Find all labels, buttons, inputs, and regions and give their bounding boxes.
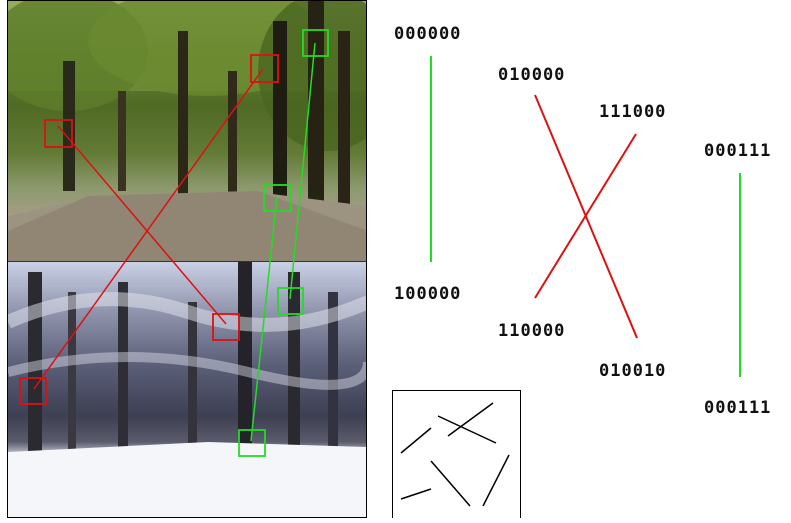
mismatch-line-1 (57, 125, 227, 325)
line-pattern (400, 402, 510, 507)
mismatch-lines (33, 68, 264, 390)
photo-panel (7, 0, 367, 518)
match-line-2 (250, 196, 278, 442)
code-label-far-top: 000111 (704, 141, 772, 161)
pattern-line-4 (430, 460, 471, 507)
code-label-right-bottom: 010010 (599, 361, 667, 381)
code-label-mid-top: 010000 (498, 65, 566, 85)
feature-box-summer-left (44, 119, 73, 148)
feature-box-winter-right (277, 287, 304, 315)
code-label-bottom-left: 100000 (394, 284, 462, 304)
summer-trees (8, 1, 366, 262)
code-line-mismatch-2 (534, 133, 637, 299)
code-label-far-bottom: 000111 (704, 398, 772, 418)
mismatch-line-2 (33, 68, 264, 390)
winter-trees (8, 262, 366, 517)
feature-box-summer-mid (250, 54, 279, 83)
pattern-line-2 (437, 415, 497, 444)
scene-divider (8, 261, 366, 262)
code-label-mid-bottom: 110000 (498, 321, 566, 341)
pattern-line-6 (400, 488, 432, 500)
summer-park-photo (8, 1, 366, 262)
code-label-right-top: 111000 (599, 102, 667, 122)
feature-box-winter-left (19, 377, 47, 405)
feature-box-winter-mid (212, 313, 240, 341)
feature-box-summer-right (302, 29, 329, 57)
pattern-line-5 (482, 454, 510, 507)
match-line-1 (289, 42, 316, 300)
pattern-line-3 (447, 402, 494, 437)
match-lines (250, 42, 316, 442)
feature-match-overlay (19, 29, 329, 457)
line-pattern-box (392, 390, 521, 518)
code-label-top-left: 000000 (394, 24, 462, 44)
feature-box-winter-bottom (238, 429, 266, 457)
winter-park-photo (8, 262, 366, 517)
feature-box-summer-path (263, 184, 292, 212)
pattern-line-1 (400, 427, 432, 454)
